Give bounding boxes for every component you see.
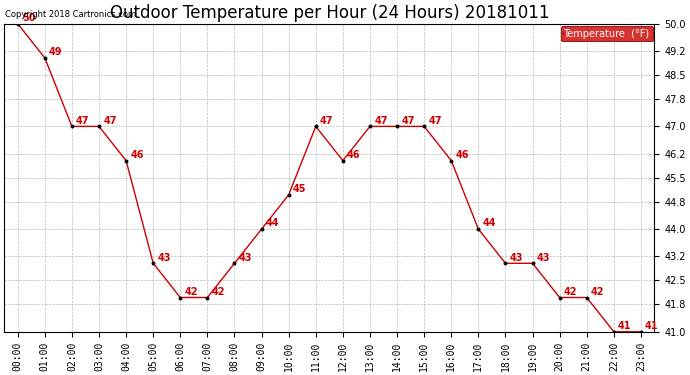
Point	[527, 260, 538, 266]
Text: 41: 41	[618, 321, 631, 331]
Point	[148, 260, 159, 266]
Text: 49: 49	[49, 47, 63, 57]
Text: Copyright 2018 Cartronics.com: Copyright 2018 Cartronics.com	[5, 10, 136, 19]
Point	[473, 226, 484, 232]
Point	[581, 294, 592, 300]
Text: 43: 43	[537, 252, 550, 262]
Point	[121, 158, 132, 164]
Text: 43: 43	[510, 252, 523, 262]
Title: Outdoor Temperature per Hour (24 Hours) 20181011: Outdoor Temperature per Hour (24 Hours) …	[110, 4, 549, 22]
Text: 46: 46	[347, 150, 361, 160]
Point	[337, 158, 348, 164]
Text: 47: 47	[104, 116, 117, 126]
Point	[310, 123, 322, 129]
Text: 42: 42	[564, 287, 578, 297]
Text: 45: 45	[293, 184, 306, 194]
Text: 44: 44	[482, 218, 496, 228]
Point	[39, 55, 50, 61]
Text: 47: 47	[428, 116, 442, 126]
Text: 46: 46	[455, 150, 469, 160]
Text: 42: 42	[212, 287, 225, 297]
Point	[391, 123, 402, 129]
Point	[609, 329, 620, 335]
Point	[229, 260, 240, 266]
Point	[419, 123, 430, 129]
Text: 47: 47	[76, 116, 90, 126]
Point	[635, 329, 647, 335]
Point	[66, 123, 77, 129]
Point	[364, 123, 375, 129]
Point	[256, 226, 267, 232]
Point	[202, 294, 213, 300]
Text: 41: 41	[645, 321, 658, 331]
Text: 47: 47	[320, 116, 333, 126]
Point	[446, 158, 457, 164]
Point	[554, 294, 565, 300]
Text: 44: 44	[266, 218, 279, 228]
Text: 42: 42	[184, 287, 198, 297]
Point	[283, 192, 294, 198]
Text: 42: 42	[591, 287, 604, 297]
Point	[93, 123, 104, 129]
Text: 47: 47	[374, 116, 388, 126]
Text: 47: 47	[401, 116, 415, 126]
Point	[175, 294, 186, 300]
Text: 50: 50	[22, 13, 35, 23]
Text: 43: 43	[157, 252, 171, 262]
Point	[500, 260, 511, 266]
Text: 46: 46	[130, 150, 144, 160]
Point	[12, 21, 23, 27]
Legend: Temperature  (°F): Temperature (°F)	[560, 26, 653, 42]
Text: 43: 43	[239, 252, 252, 262]
